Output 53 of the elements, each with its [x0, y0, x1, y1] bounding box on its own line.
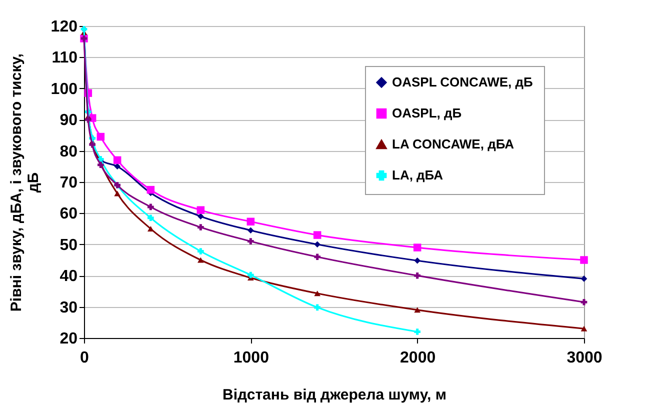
- point: [414, 307, 420, 313]
- point: [148, 204, 154, 210]
- point: [198, 248, 204, 254]
- point: [96, 132, 105, 141]
- x-tick-label: 1000: [233, 350, 270, 366]
- point: [146, 186, 155, 194]
- point: [580, 298, 588, 306]
- point: [314, 290, 320, 296]
- legend-label: LA CONCAWE, дБА: [392, 136, 515, 152]
- y-tick-label: 70: [60, 174, 78, 192]
- legend-label: OASPL CONCAWE, дБ: [392, 74, 533, 90]
- y-tick-label: 50: [60, 236, 78, 254]
- y-axis-title: Рівні звуку, дБА, і звукового тиску, дБ: [8, 53, 42, 312]
- point: [89, 141, 96, 148]
- point: [198, 224, 204, 230]
- point: [198, 213, 204, 220]
- point: [198, 257, 204, 263]
- y-tick-label: 100: [50, 80, 78, 98]
- y-tick-label: 80: [60, 143, 78, 160]
- point: [246, 218, 255, 226]
- legend-label: LA, дБА: [392, 168, 444, 182]
- point: [314, 254, 320, 260]
- point: [248, 227, 254, 234]
- point: [248, 272, 254, 278]
- y-tick-label: 110: [52, 50, 78, 67]
- point: [413, 244, 422, 252]
- x-axis-title: Відстань від джерела шуму, м: [222, 386, 446, 404]
- point: [580, 256, 588, 264]
- y-tick-label: 120: [50, 18, 78, 36]
- point: [148, 214, 154, 222]
- point: [414, 257, 420, 264]
- point: [114, 163, 120, 170]
- point: [414, 272, 420, 279]
- point: [113, 156, 122, 164]
- point: [580, 276, 588, 282]
- point: [314, 241, 320, 248]
- x-tick-label: 3000: [566, 350, 602, 366]
- legend-label: OASPL, дБ: [392, 106, 462, 120]
- point: [414, 328, 420, 335]
- point: [114, 190, 120, 196]
- point: [314, 304, 320, 311]
- point: [313, 231, 322, 239]
- y-tick-label: 40: [60, 268, 78, 286]
- x-tick-label: 2000: [400, 350, 436, 366]
- x-tick-label: 0: [80, 350, 90, 366]
- point: [85, 116, 92, 123]
- y-tick-label: 60: [60, 206, 78, 223]
- y-tick-label: 30: [60, 299, 78, 316]
- point: [248, 238, 254, 244]
- point: [196, 206, 205, 214]
- y-tick-label: 90: [60, 112, 78, 130]
- y-tick-label: 20: [60, 330, 78, 348]
- point: [580, 326, 588, 332]
